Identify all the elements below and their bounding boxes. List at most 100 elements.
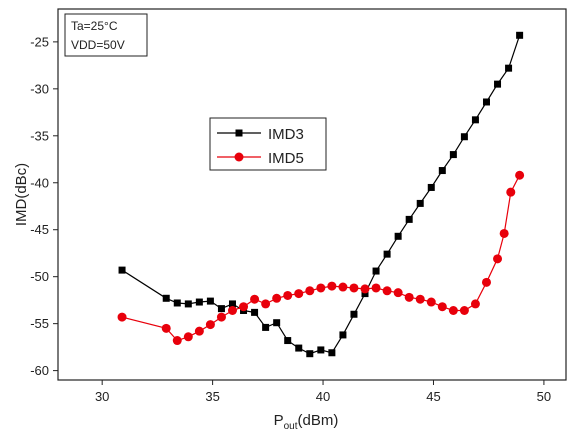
imd5-point (360, 284, 370, 294)
imd3-point (206, 297, 214, 305)
chart-marks (117, 31, 525, 358)
condition-vdd: VDD=50V (71, 38, 125, 52)
imd5-point (426, 297, 436, 307)
x-tick-label: 45 (426, 389, 440, 404)
x-axis-title-main: P (274, 412, 284, 429)
imd5-point (382, 286, 392, 296)
imd5-point (448, 305, 458, 315)
imd5-point (459, 305, 469, 315)
imd5-point (227, 305, 237, 315)
imd3-point (295, 344, 303, 352)
imd5-point (316, 283, 326, 293)
legend-box (209, 117, 327, 171)
imd5-point (493, 254, 503, 264)
x-axis-title: Pout(dBm) (274, 412, 339, 432)
imd3-point (505, 64, 513, 72)
y-tick-label: -40 (30, 175, 49, 190)
imd5-point (239, 302, 249, 312)
imd3-point (405, 215, 413, 223)
imd3-point (217, 305, 225, 313)
imd3-point (262, 323, 270, 331)
legend-imd5-label: IMD5 (268, 150, 304, 167)
imd3-point (273, 319, 281, 327)
imd5-point (294, 289, 304, 299)
imd3-point (173, 299, 181, 307)
imd5-point (470, 299, 480, 309)
imd5-point (183, 332, 193, 342)
y-tick-label: -55 (30, 316, 49, 331)
x-tick-label: 35 (205, 389, 219, 404)
imd3-point (350, 310, 358, 318)
legend-imd5-marker (234, 152, 244, 162)
imd3-point (482, 98, 490, 106)
imd5-point (305, 286, 315, 296)
imd5-point (261, 299, 271, 309)
imd3-point (394, 232, 402, 240)
y-tick-label: -25 (30, 34, 49, 49)
imd5-point (404, 292, 414, 302)
x-tick-label: 40 (316, 389, 330, 404)
imd3-point (449, 151, 457, 159)
x-axis-title-unit: (dBm) (298, 412, 339, 429)
imd3-point (251, 308, 259, 316)
imd5-point (161, 323, 171, 333)
imd5-point (117, 312, 127, 322)
y-tick-label: -30 (30, 81, 49, 96)
y-axis-title: IMD(dBc) (13, 163, 30, 226)
imd3-point (383, 250, 391, 258)
imd5-point (283, 290, 293, 300)
imd3-point (416, 199, 424, 207)
imd3-point (184, 300, 192, 308)
imd3-point (195, 298, 203, 306)
imd3-point (284, 337, 292, 345)
imd5-point (272, 293, 282, 303)
y-tick-label: -50 (30, 269, 49, 284)
x-axis-title-subscript: out (284, 421, 298, 432)
imd5-point (371, 283, 381, 293)
imd3-point (460, 133, 468, 141)
conditions-annotation: Ta=25°C VDD=50V (64, 13, 148, 57)
imd5-point (481, 277, 491, 287)
imd3-point (471, 116, 479, 124)
imd3-series-line (121, 35, 521, 355)
imd5-point (393, 288, 403, 298)
y-tick-label: -35 (30, 128, 49, 143)
imd3-point (118, 266, 126, 274)
imd5-point (338, 282, 348, 292)
conditions-box (64, 13, 148, 57)
legend: IMD3 IMD5 (209, 117, 327, 171)
imd3-point (339, 331, 347, 339)
imd3-point (317, 346, 325, 354)
imd5-point (172, 336, 182, 346)
imd3-point (328, 349, 336, 357)
imd3-point (162, 294, 170, 302)
imd3-point (516, 31, 524, 39)
legend-imd3-marker (235, 129, 243, 137)
imd3-point (361, 290, 369, 298)
y-tick-label: -60 (30, 363, 49, 378)
x-tick-label: 30 (95, 389, 109, 404)
imd3-point (228, 300, 236, 308)
imd5-point (506, 187, 516, 197)
imd5-point (250, 294, 260, 304)
imd3-point (372, 267, 380, 275)
imd5-point (194, 326, 204, 336)
imd3-point (427, 183, 435, 191)
imd5-point (349, 283, 359, 293)
imd5-point (415, 294, 425, 304)
condition-temperature: Ta=25°C (71, 19, 118, 33)
y-tick-label: -45 (30, 222, 49, 237)
imd3-point (306, 350, 314, 358)
plot-frame (57, 8, 567, 381)
imd5-point (205, 320, 215, 330)
imd3-point (438, 167, 446, 175)
x-tick-label: 50 (537, 389, 551, 404)
imd5-point (499, 228, 509, 238)
imd5-point (515, 170, 525, 180)
imd5-point (216, 312, 226, 322)
imd5-point (327, 281, 337, 291)
imd3-point (494, 80, 502, 88)
imd5-point (437, 302, 447, 312)
